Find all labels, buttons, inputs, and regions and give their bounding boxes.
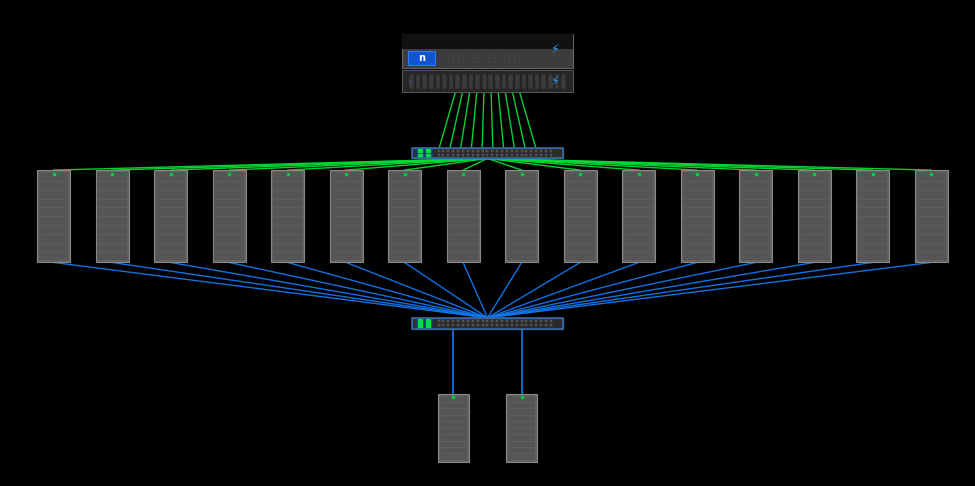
- Bar: [447, 170, 480, 262]
- Bar: [508, 74, 513, 89]
- Bar: [415, 319, 433, 327]
- Bar: [624, 172, 653, 260]
- Bar: [438, 394, 469, 462]
- Bar: [555, 74, 560, 89]
- Text: ⚡: ⚡: [551, 75, 560, 88]
- Bar: [415, 149, 433, 157]
- Bar: [622, 170, 655, 262]
- Bar: [332, 172, 361, 260]
- Bar: [455, 74, 460, 89]
- Bar: [37, 170, 70, 262]
- Bar: [916, 172, 946, 260]
- Bar: [96, 170, 129, 262]
- Bar: [388, 170, 421, 262]
- Bar: [440, 396, 467, 460]
- Bar: [506, 394, 537, 462]
- Bar: [682, 172, 712, 260]
- Bar: [488, 74, 493, 89]
- Text: n: n: [418, 53, 425, 63]
- Bar: [402, 70, 573, 92]
- Bar: [411, 318, 564, 329]
- Bar: [541, 74, 546, 89]
- Bar: [98, 172, 127, 260]
- Bar: [402, 34, 573, 49]
- Bar: [482, 74, 487, 89]
- Bar: [548, 74, 553, 89]
- Bar: [475, 74, 480, 89]
- Bar: [411, 318, 564, 329]
- Bar: [422, 74, 427, 89]
- Bar: [508, 396, 535, 460]
- Bar: [156, 172, 185, 260]
- Bar: [522, 74, 526, 89]
- Text: ⚡: ⚡: [551, 43, 560, 56]
- Bar: [528, 74, 533, 89]
- Bar: [411, 148, 564, 158]
- Bar: [39, 172, 68, 260]
- Bar: [505, 170, 538, 262]
- Bar: [469, 74, 473, 89]
- Bar: [213, 170, 246, 262]
- Bar: [915, 170, 948, 262]
- Bar: [800, 172, 829, 260]
- Bar: [410, 74, 413, 89]
- Bar: [448, 74, 453, 89]
- Bar: [429, 74, 434, 89]
- Bar: [681, 170, 714, 262]
- Bar: [154, 170, 187, 262]
- Bar: [507, 172, 536, 260]
- Bar: [564, 170, 597, 262]
- Bar: [535, 74, 539, 89]
- Bar: [415, 74, 420, 89]
- Bar: [562, 74, 565, 89]
- Bar: [273, 172, 302, 260]
- Bar: [566, 172, 595, 260]
- Bar: [739, 170, 772, 262]
- Bar: [515, 74, 520, 89]
- Bar: [741, 172, 770, 260]
- Bar: [330, 170, 363, 262]
- Bar: [271, 170, 304, 262]
- Bar: [436, 74, 440, 89]
- Bar: [448, 172, 478, 260]
- Bar: [502, 74, 506, 89]
- Bar: [408, 51, 435, 65]
- Bar: [858, 172, 887, 260]
- Bar: [798, 170, 831, 262]
- Bar: [214, 172, 244, 260]
- Bar: [462, 74, 467, 89]
- Bar: [442, 74, 447, 89]
- Bar: [411, 148, 564, 158]
- Bar: [390, 172, 419, 260]
- Bar: [402, 34, 573, 68]
- Bar: [856, 170, 889, 262]
- Bar: [495, 74, 500, 89]
